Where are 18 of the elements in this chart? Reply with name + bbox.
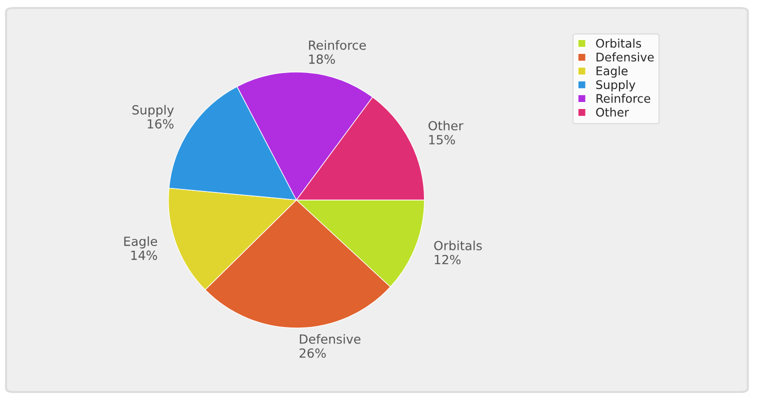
legend-label: Defensive	[596, 52, 654, 62]
data-label: 15%	[429, 134, 455, 144]
data-label: 16%	[148, 119, 174, 129]
legend-label: Supply	[596, 80, 636, 92]
data-label: 14%	[131, 250, 158, 260]
legend-label: Reinforce	[596, 94, 650, 103]
slice-label: Supply	[132, 104, 174, 118]
slice-label: Reinforce	[309, 40, 366, 50]
slice-label: Eagle	[124, 236, 158, 248]
legend-label: Eagle	[596, 66, 628, 78]
slice-label: Defensive	[300, 334, 360, 344]
data-label: 12%	[434, 254, 461, 264]
legend-label: Orbitals	[596, 38, 642, 48]
slice-label: Orbitals	[434, 240, 482, 250]
legend-label: Other	[596, 108, 629, 117]
slice-label: Other	[428, 120, 464, 130]
data-label: 26%	[300, 348, 326, 358]
data-label: 18%	[309, 54, 335, 64]
